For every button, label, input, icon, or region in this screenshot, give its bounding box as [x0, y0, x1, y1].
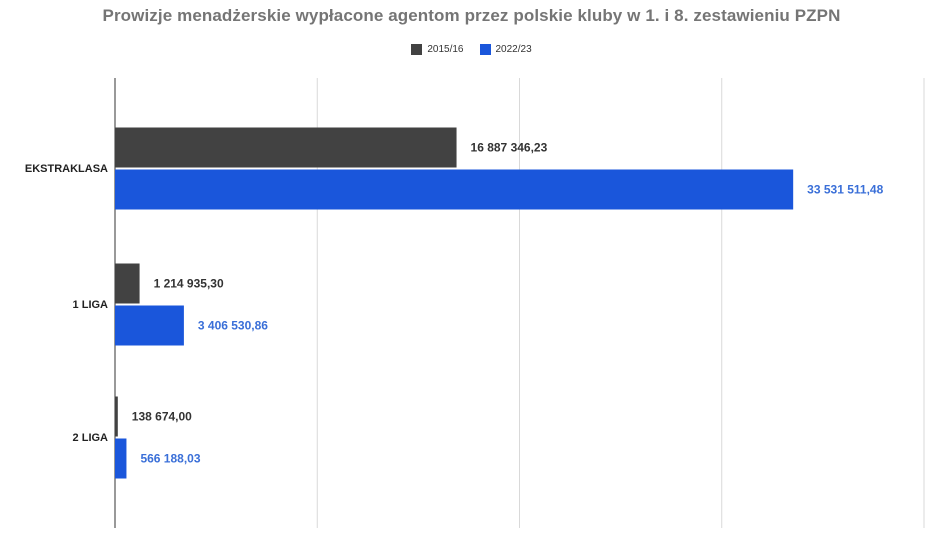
bar-2015-16: [115, 263, 140, 304]
bar-2015-16: [115, 396, 118, 437]
legend-label-series-2: 2022/23: [495, 44, 532, 55]
category-label: EKSTRAKLASA: [25, 163, 108, 175]
chart-title: Prowizje menadżerskie wypłacone agentom …: [102, 6, 841, 25]
bar-2022-23: [115, 169, 794, 210]
category-label: 2 LIGA: [73, 432, 109, 444]
legend-label-series-1: 2015/16: [427, 44, 464, 55]
bar-2022-23: [115, 305, 184, 346]
category-label: 1 LIGA: [73, 299, 109, 311]
legend-item-series-1: 2015/16: [411, 44, 464, 55]
bar-2015-16: [115, 127, 457, 168]
bar-2022-23: [115, 438, 127, 479]
legend-swatch-series-1: [411, 44, 423, 55]
legend-swatch-series-2: [479, 44, 491, 55]
data-label: 1 214 935,30: [154, 277, 224, 291]
data-label: 33 531 511,48: [807, 183, 883, 197]
legend: 2015/16 2022/23: [0, 44, 943, 55]
data-label: 3 406 530,86: [198, 319, 268, 333]
data-label: 138 674,00: [132, 410, 192, 424]
data-label: 566 188,03: [140, 452, 200, 466]
legend-item-series-2: 2022/23: [479, 44, 532, 55]
data-label: 16 887 346,23: [471, 141, 548, 155]
